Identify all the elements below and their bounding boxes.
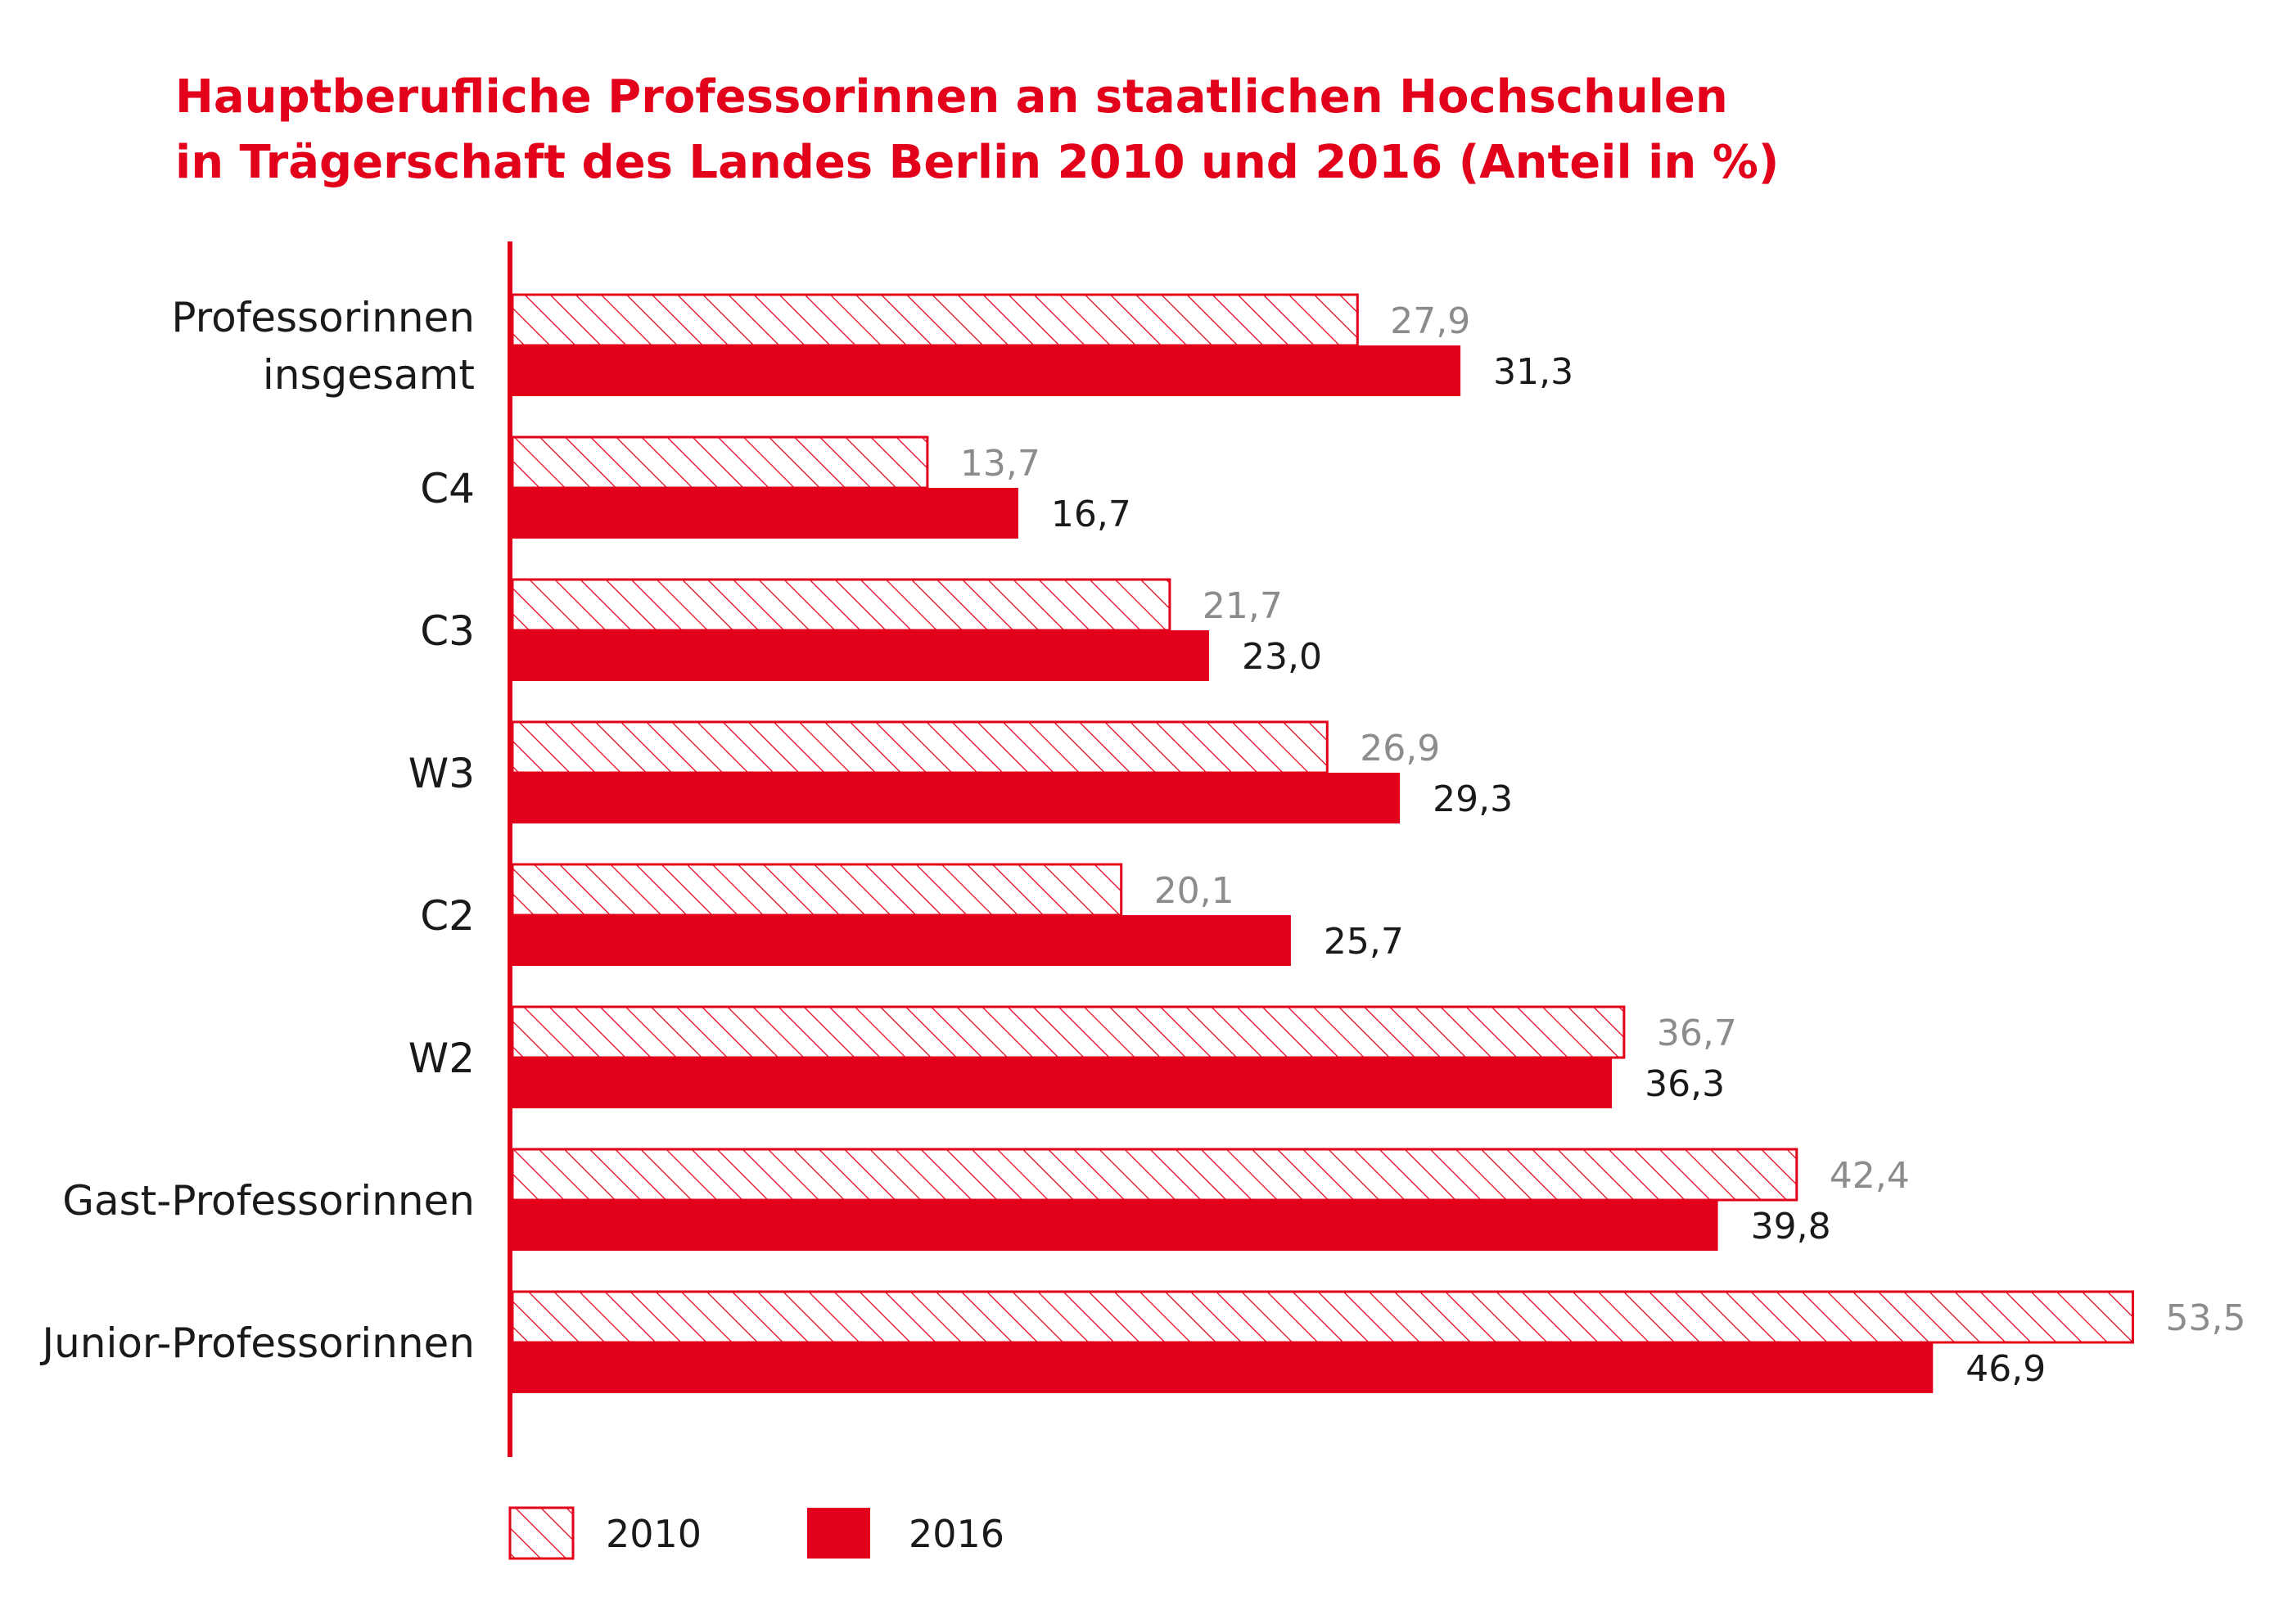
bar-2016	[512, 1342, 1934, 1393]
legend-swatch-2016	[807, 1508, 870, 1559]
data-label-2016: 46,9	[1965, 1348, 2046, 1390]
data-label-2016: 23,0	[1242, 636, 1322, 678]
bar-2010	[511, 1005, 1626, 1059]
category-label: insgesamt	[263, 351, 475, 399]
bar-2016	[512, 773, 1401, 823]
chart-title-line-1: Hauptberufliche Professorinnen an staatl…	[175, 70, 1728, 124]
category-label: Professorinnen	[171, 294, 475, 341]
data-label-2010: 26,9	[1360, 728, 1440, 769]
legend-swatch-2010	[508, 1506, 575, 1560]
data-label-2010: 53,5	[2166, 1297, 2246, 1339]
data-label-2010: 42,4	[1830, 1155, 1910, 1197]
category-label: Junior-Professorinnen	[39, 1320, 475, 1367]
category-label: C2	[420, 892, 475, 940]
data-label-2010: 21,7	[1203, 585, 1283, 627]
category-label: C4	[420, 465, 475, 512]
legend: 2010 2016	[508, 1506, 1004, 1560]
data-label-2010: 27,9	[1390, 300, 1470, 342]
data-label-2016: 39,8	[1751, 1206, 1831, 1247]
data-label-2016: 31,3	[1493, 351, 1573, 393]
bar-2016	[512, 1200, 1718, 1251]
legend-label-2016: 2016	[909, 1512, 1004, 1556]
data-label-2016: 36,3	[1645, 1063, 1725, 1105]
data-label-2010: 20,1	[1154, 870, 1234, 912]
category-label: W2	[408, 1035, 475, 1082]
legend-label-2010: 2010	[606, 1512, 702, 1556]
bar-2010	[511, 863, 1123, 917]
bar-2010	[511, 720, 1329, 774]
bar-2016	[512, 345, 1461, 396]
data-label-2010: 36,7	[1657, 1013, 1737, 1054]
data-label-2016: 29,3	[1433, 778, 1513, 820]
bar-2010	[511, 578, 1171, 632]
category-label: W3	[408, 750, 475, 797]
bar-2016	[512, 630, 1209, 681]
bar-2016	[512, 488, 1018, 539]
bar-2016	[512, 915, 1291, 966]
data-label-2010: 13,7	[960, 443, 1040, 485]
bar-2010	[511, 1148, 1798, 1202]
chart-title-line-2: in Trägerschaft des Landes Berlin 2010 u…	[175, 136, 1779, 189]
category-label: C3	[420, 607, 475, 655]
bar-2010	[511, 435, 929, 489]
category-label: Gast-Professorinnen	[62, 1177, 475, 1225]
data-label-2016: 16,7	[1051, 494, 1131, 535]
data-label-2016: 25,7	[1324, 921, 1404, 963]
bar-2010	[511, 1290, 2134, 1344]
bar-2010	[511, 293, 1359, 347]
bar-2016	[512, 1058, 1613, 1108]
